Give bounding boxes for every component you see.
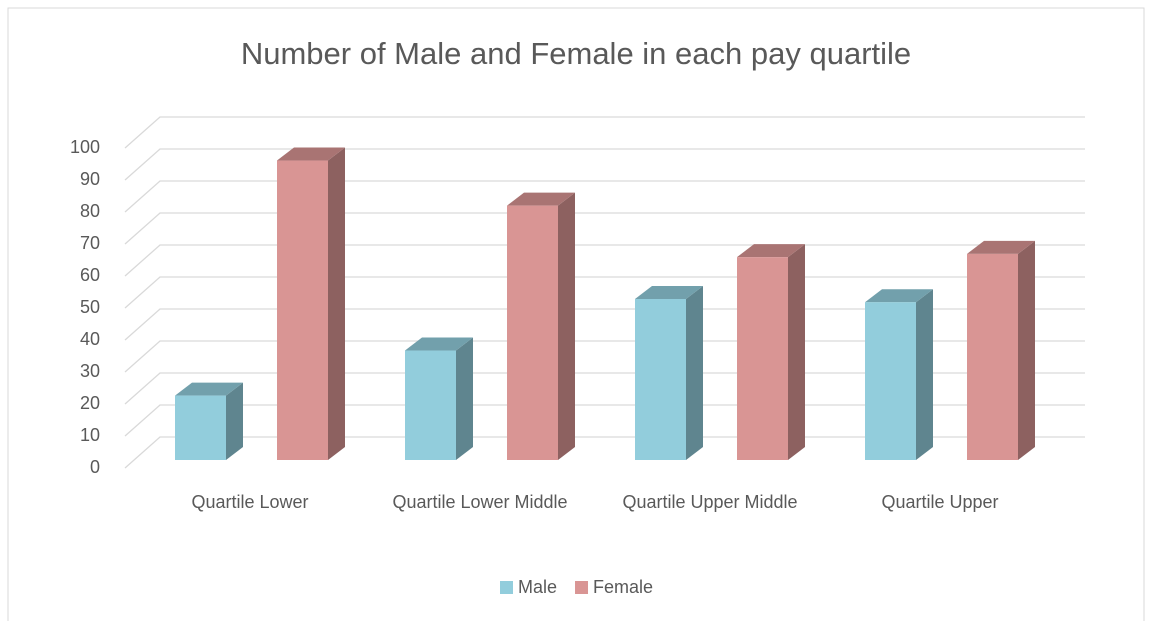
legend-swatch bbox=[500, 581, 513, 594]
bar-front bbox=[175, 395, 226, 460]
y-tick-label: 90 bbox=[80, 169, 100, 189]
bar-front bbox=[277, 160, 328, 461]
chart-border bbox=[7, 7, 1145, 621]
grid-line bbox=[124, 116, 1085, 149]
bar-top bbox=[175, 382, 243, 396]
y-tick-label: 50 bbox=[80, 297, 100, 317]
y-tick-label: 60 bbox=[80, 265, 100, 285]
bar-top bbox=[865, 289, 933, 303]
bar-top bbox=[737, 244, 805, 258]
y-tick-label: 30 bbox=[80, 361, 100, 381]
bar bbox=[967, 240, 1035, 460]
grid-line bbox=[124, 404, 1085, 437]
bar bbox=[507, 192, 575, 460]
bar-front bbox=[635, 299, 686, 460]
grid-line bbox=[124, 436, 1085, 469]
bar-side bbox=[456, 337, 473, 460]
bar-side bbox=[558, 192, 575, 460]
bar bbox=[737, 244, 805, 460]
bar-top bbox=[635, 286, 703, 299]
bar bbox=[175, 382, 243, 460]
bar-side bbox=[226, 382, 243, 460]
x-tick-label: Quartile Lower bbox=[191, 492, 309, 512]
grid-line bbox=[124, 148, 1085, 181]
y-tick-label: 100 bbox=[70, 137, 100, 157]
grid-line bbox=[124, 308, 1085, 341]
legend-label: Female bbox=[593, 577, 653, 597]
grid-line bbox=[124, 340, 1085, 373]
bar-front bbox=[405, 350, 456, 460]
bar-side bbox=[1018, 240, 1035, 460]
chart-title: Number of Male and Female in each pay qu… bbox=[241, 36, 911, 71]
grid-line bbox=[124, 276, 1085, 309]
bar-top bbox=[967, 240, 1035, 254]
bar-front bbox=[865, 302, 916, 460]
bar-top bbox=[405, 337, 473, 351]
bar-top bbox=[507, 192, 575, 206]
bar bbox=[865, 289, 933, 460]
grid-line bbox=[124, 372, 1085, 405]
legend-label: Male bbox=[518, 577, 557, 597]
x-tick-label: Quartile Lower Middle bbox=[392, 492, 568, 512]
bar-side bbox=[686, 286, 703, 460]
y-tick-label: 40 bbox=[80, 329, 100, 349]
x-tick-label: Quartile Upper bbox=[881, 492, 999, 512]
x-tick-label: Quartile Upper Middle bbox=[622, 492, 798, 512]
bar bbox=[277, 147, 345, 461]
bar bbox=[635, 286, 703, 460]
bar bbox=[405, 337, 473, 460]
bar-front bbox=[967, 253, 1018, 460]
y-tick-label: 10 bbox=[80, 425, 100, 445]
grid-line bbox=[124, 212, 1085, 245]
legend-swatch bbox=[575, 581, 589, 594]
bar-side bbox=[916, 289, 933, 460]
y-tick-label: 20 bbox=[80, 393, 100, 413]
bar-side bbox=[788, 244, 805, 460]
bar-top bbox=[277, 147, 345, 161]
y-tick-label: 70 bbox=[80, 233, 100, 253]
grid-line bbox=[124, 180, 1085, 213]
bar-side bbox=[328, 147, 345, 461]
bar-front bbox=[507, 205, 558, 460]
y-tick-label: 80 bbox=[80, 201, 100, 221]
bar-front bbox=[737, 257, 788, 460]
y-tick-label: 0 bbox=[90, 457, 100, 477]
grid-line bbox=[124, 244, 1085, 277]
